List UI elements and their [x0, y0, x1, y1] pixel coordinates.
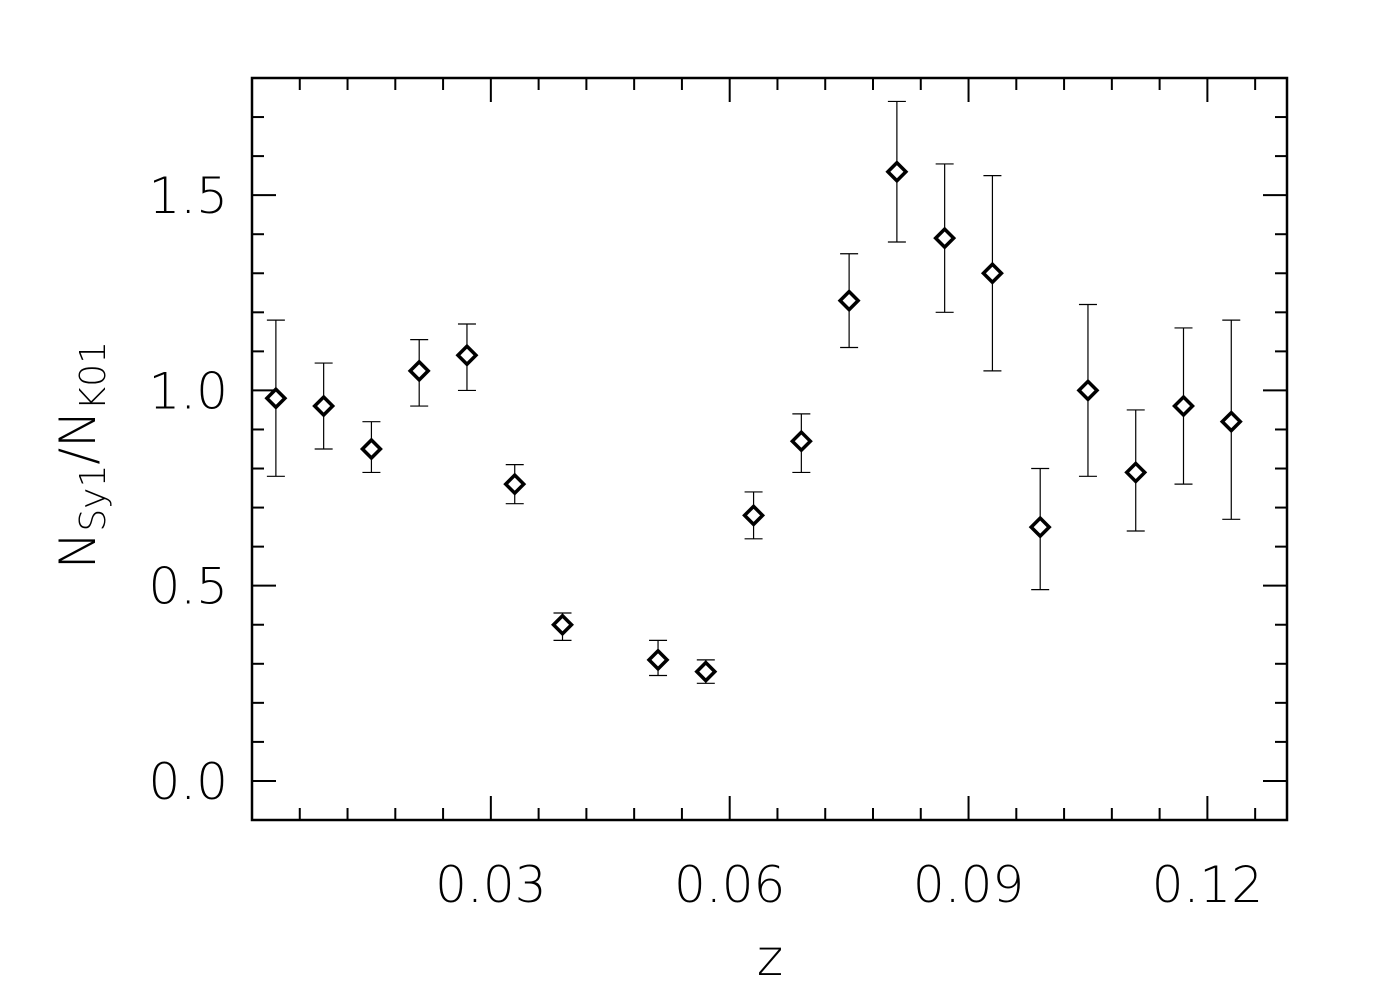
data-point	[312, 394, 336, 418]
y-axis-title-sub2: K01	[73, 341, 114, 410]
x-tick-label: 0.03	[435, 856, 546, 914]
data-point	[551, 613, 574, 637]
data-point	[694, 660, 718, 684]
plot-frame	[250, 76, 1289, 822]
y-tick-label: 1.0	[148, 362, 228, 420]
x-axis-title: z	[757, 929, 783, 987]
data-point	[359, 437, 383, 461]
x-tick-label: 0.12	[1152, 856, 1263, 914]
data-point	[1219, 410, 1243, 434]
data-point	[1124, 460, 1148, 484]
y-tick-label: 0.0	[148, 753, 228, 811]
data-point	[1076, 378, 1100, 402]
data-point	[837, 289, 861, 313]
y-axis-title-n2: N	[49, 410, 107, 447]
data-point	[646, 648, 670, 672]
data-point	[789, 429, 813, 453]
data-point	[1172, 394, 1195, 418]
data-point	[264, 386, 288, 410]
x-tick-label: 0.06	[674, 856, 785, 914]
data-point	[407, 359, 431, 383]
y-axis-title-sub1: Sy1	[73, 465, 114, 532]
y-axis-title-n1: N	[49, 532, 107, 569]
data-point	[455, 343, 479, 367]
x-tick-label: 0.09	[913, 856, 1024, 914]
data-point	[503, 472, 527, 496]
y-tick-label: 0.5	[148, 558, 228, 616]
data-point	[742, 503, 766, 527]
data-point	[980, 261, 1004, 285]
y-axis-title-slash: /	[49, 448, 107, 465]
data-point	[933, 226, 957, 250]
y-axis-title: NSy1/NK01	[49, 341, 114, 569]
y-tick-label: 1.5	[148, 167, 228, 225]
data-point	[885, 160, 909, 184]
data-point	[1028, 515, 1052, 539]
